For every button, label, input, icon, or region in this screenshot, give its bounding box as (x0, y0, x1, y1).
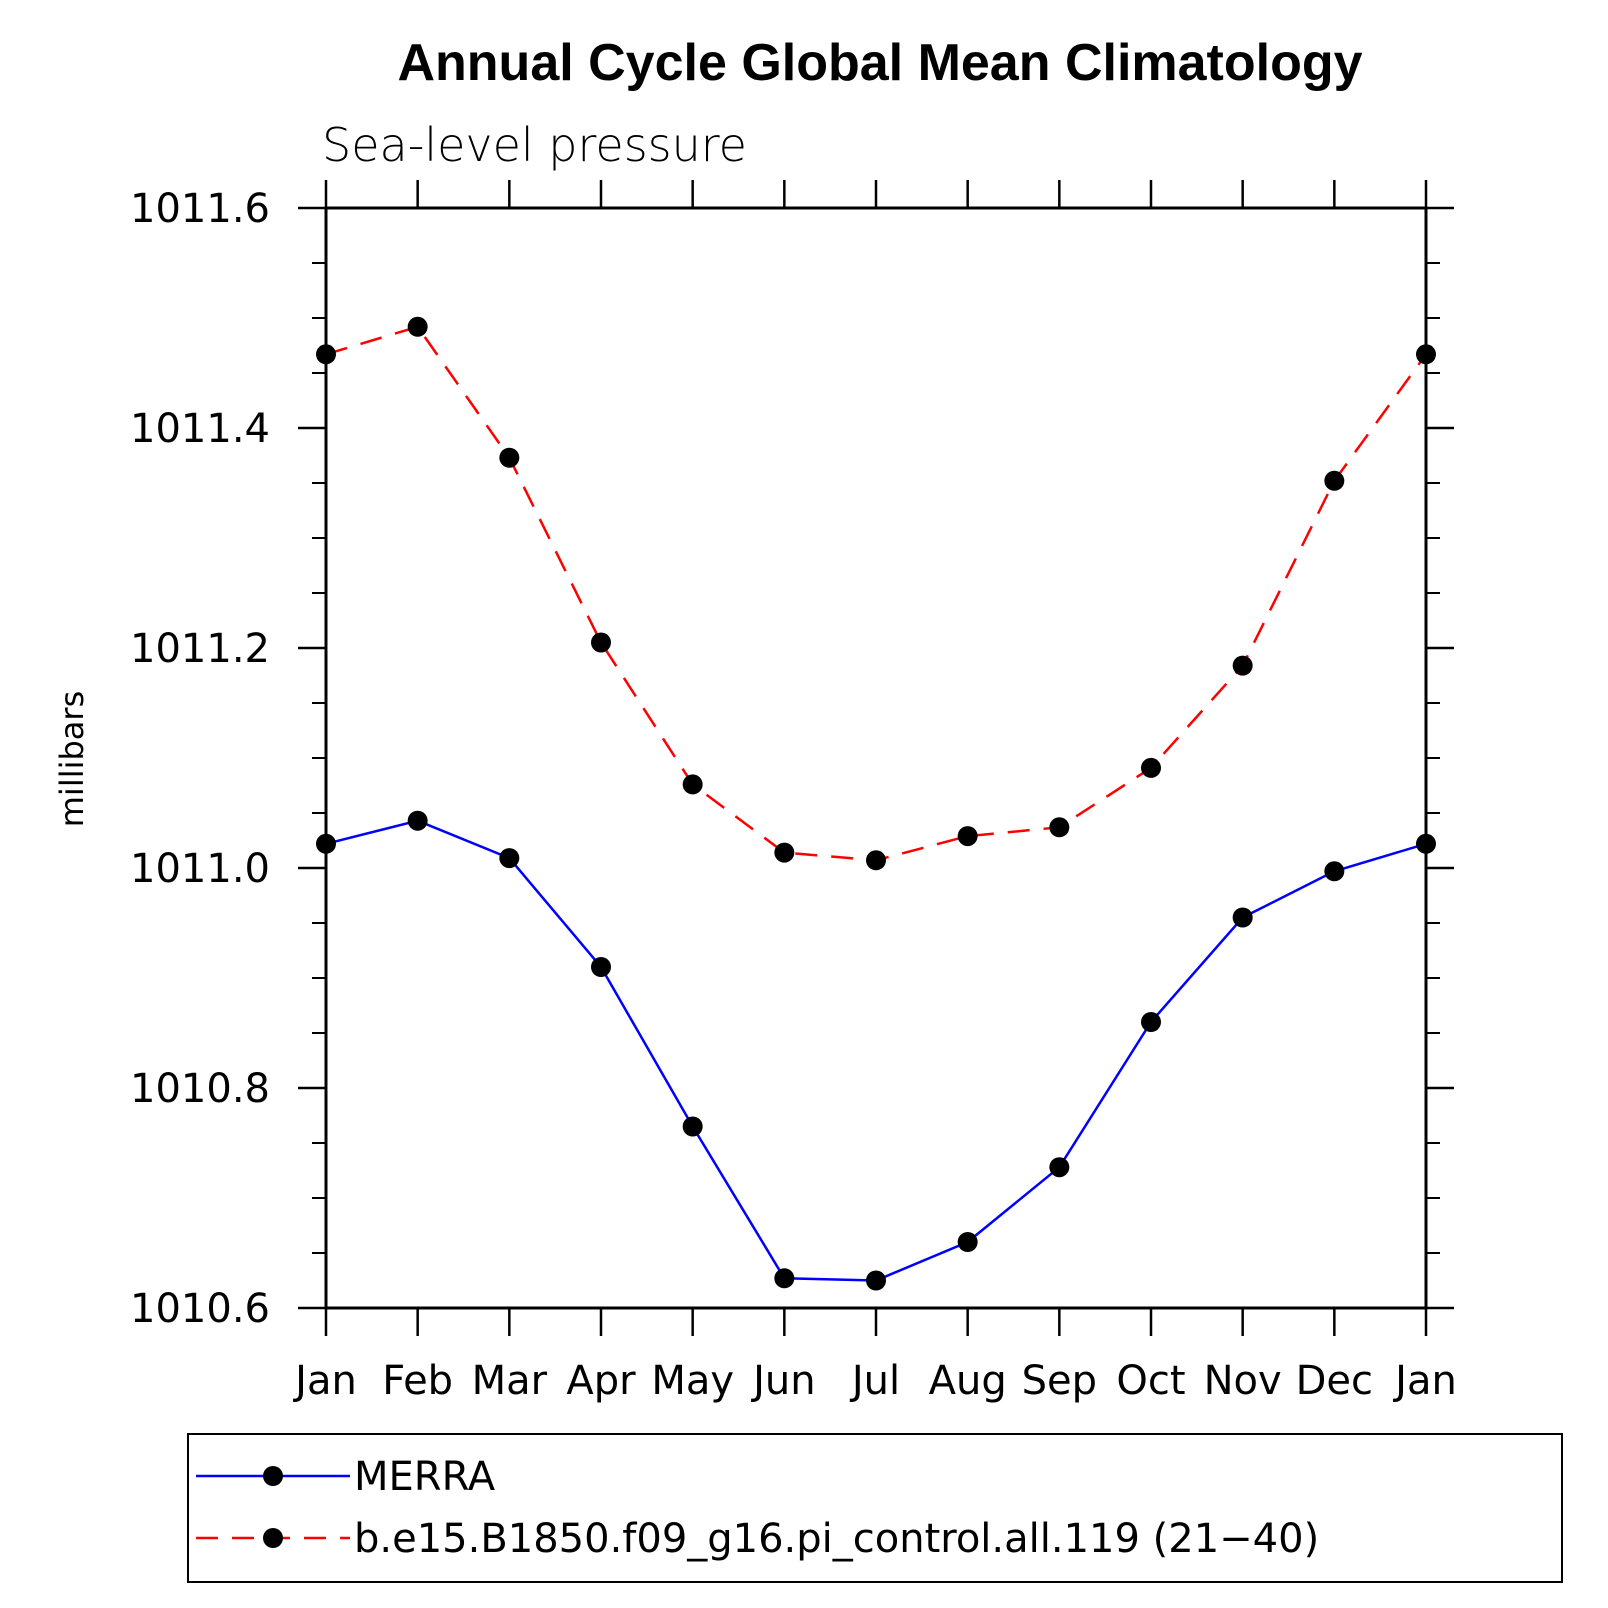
x-tick-label: Aug (929, 1358, 1007, 1404)
x-tick-label: Nov (1204, 1358, 1282, 1404)
x-tick-label: Apr (566, 1358, 636, 1404)
series-1-point (1049, 1157, 1070, 1178)
x-tick-label: Jan (1392, 1358, 1457, 1404)
x-tick-label: Mar (472, 1358, 548, 1404)
series-2-point (1141, 757, 1161, 778)
series-1-point (866, 1270, 886, 1291)
series-2-point (591, 632, 611, 653)
tick-labels: Jan Feb Mar Apr May Jun Jul Aug Sep Oct Nov Dec Jan 1… (130, 186, 1457, 1404)
x-tick-label: Dec (1296, 1358, 1373, 1404)
x-tick-label: Oct (1116, 1358, 1185, 1404)
series-1-point (1324, 861, 1345, 882)
series-line-2 (325, 325, 1428, 862)
x-tick-label: Jun (750, 1358, 816, 1404)
series-1-point (1141, 1012, 1161, 1032)
plot-frame (324, 206, 1428, 1310)
series-1-point (774, 1268, 795, 1289)
legend-marker-1 (263, 1466, 283, 1486)
axis-ticks (298, 180, 1454, 1336)
chart-title: Annual Cycle Global Mean Climatology (397, 34, 1362, 92)
legend-marker-2 (263, 1528, 283, 1548)
series-2-point (866, 850, 886, 871)
legend: MERRA b.e15.B1850.f09_g16.pi_control.all.… (187, 1433, 1563, 1583)
series-1-point (957, 1232, 978, 1252)
series-1-point (407, 810, 428, 831)
legend-box (187, 1433, 1563, 1583)
y-tick-label: 1011.0 (130, 846, 270, 892)
legend-label-1: MERRA (354, 1454, 496, 1500)
y-tick-label: 1011.6 (130, 186, 270, 232)
x-tick-label: Sep (1022, 1358, 1097, 1404)
chart-subtitle: Sea-level pressure (322, 118, 747, 172)
y-axis-label: millibars (53, 691, 91, 827)
series-2-point (774, 842, 795, 863)
legend-label-2: b.e15.B1850.f09_g16.pi_control.all.119 (… (354, 1516, 1319, 1562)
x-tick-label: Feb (382, 1358, 453, 1404)
series-1-point (591, 957, 611, 977)
x-tick-label: Jul (849, 1358, 900, 1404)
plot-series (316, 316, 1436, 1291)
series-1-point (1232, 907, 1253, 928)
series-2-point (407, 316, 428, 337)
series-line-1 (325, 819, 1427, 1282)
series-2-point (499, 447, 520, 468)
series-1-point (499, 848, 520, 869)
series-1-point (682, 1116, 703, 1137)
x-tick-label: Jan (292, 1358, 357, 1404)
series-2-point (1324, 470, 1345, 491)
y-tick-label: 1010.6 (130, 1286, 270, 1332)
series-2-point (1232, 655, 1253, 676)
y-tick-label: 1011.2 (130, 626, 270, 672)
x-tick-label: May (651, 1358, 734, 1404)
y-tick-label: 1011.4 (130, 406, 270, 452)
y-tick-label: 1010.8 (130, 1066, 270, 1112)
series-2-point (957, 826, 978, 847)
series-2-point (1049, 817, 1070, 838)
series-2-point (682, 774, 703, 795)
